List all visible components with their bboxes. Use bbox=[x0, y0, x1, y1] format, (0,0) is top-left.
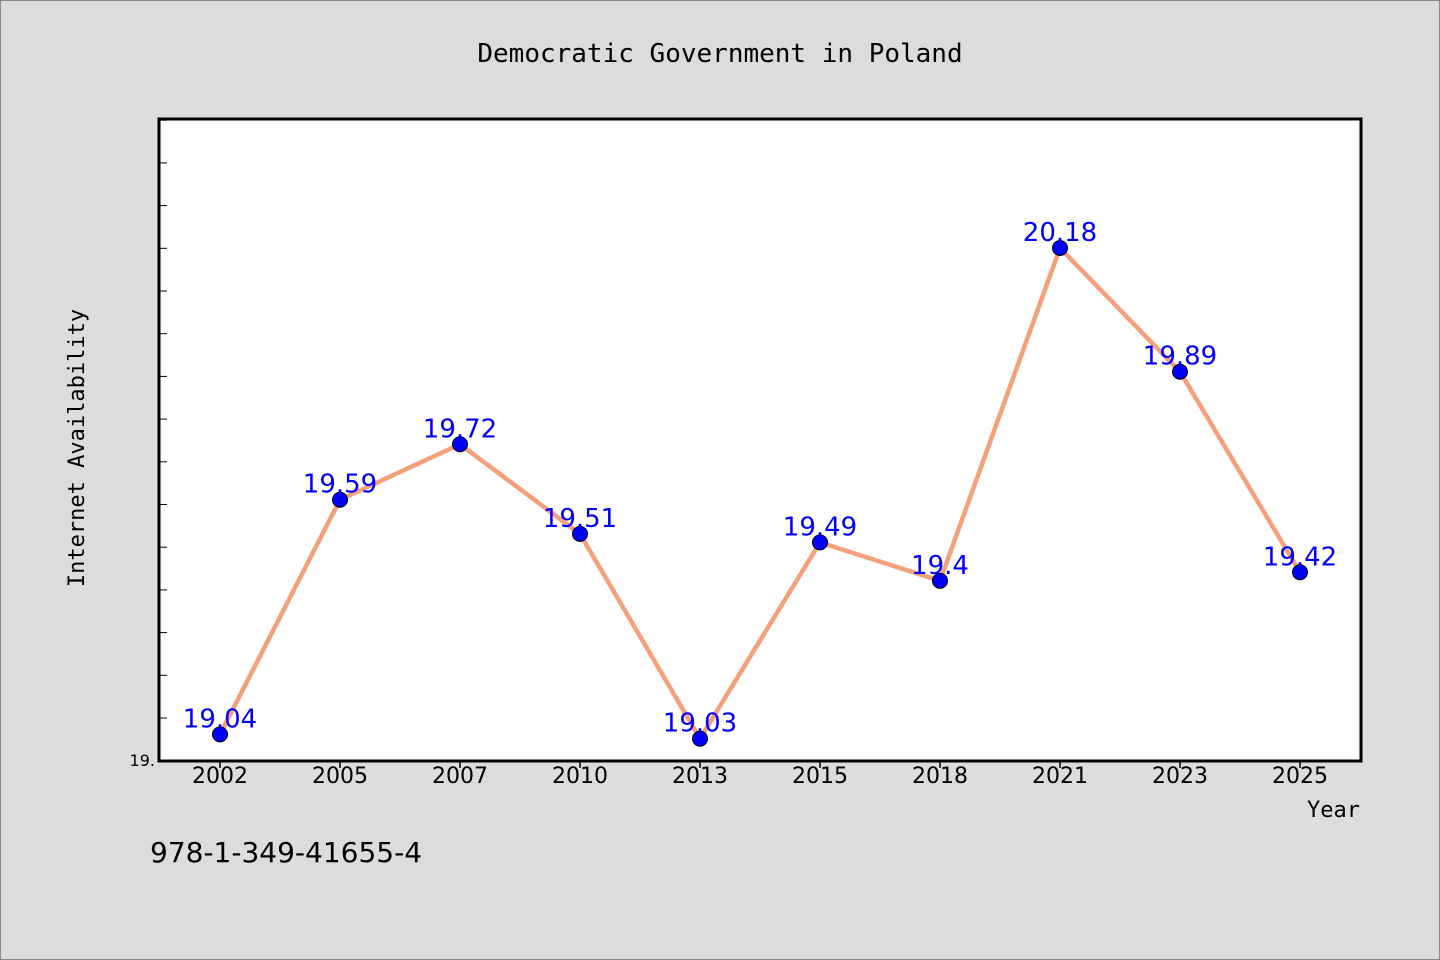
x-tick-label: 2010 bbox=[552, 764, 608, 789]
x-tick-label: 2007 bbox=[432, 764, 488, 789]
data-point bbox=[932, 572, 948, 589]
data-point bbox=[812, 534, 828, 551]
chart-title: Democratic Government in Poland bbox=[477, 39, 962, 69]
data-value-label: 19.49 bbox=[783, 512, 857, 542]
data-labels: 19.04 19.59 19.72 19.51 19.03 19.49 19.4 20.18 1… bbox=[183, 218, 1337, 739]
data-value-label: 19.51 bbox=[543, 504, 617, 534]
series-line bbox=[217, 245, 1302, 741]
data-point bbox=[332, 491, 348, 508]
data-point bbox=[692, 730, 708, 747]
x-tick-label: 2023 bbox=[1152, 764, 1208, 789]
series-markers bbox=[212, 240, 1308, 747]
y-tick-label: 19. bbox=[130, 751, 155, 770]
y-axis-ticks bbox=[160, 119, 167, 719]
y-axis-label: Internet Availability bbox=[65, 309, 90, 587]
x-tick-label: 2018 bbox=[912, 764, 968, 789]
data-value-label: 19.72 bbox=[423, 414, 497, 444]
x-tick-label: 2025 bbox=[1272, 764, 1328, 789]
data-value-label: 19.59 bbox=[303, 470, 377, 500]
isbn-annotation: 978-1-349-41655-4 bbox=[150, 836, 422, 869]
x-tick-label: 2021 bbox=[1032, 764, 1088, 789]
x-tick-label: 2005 bbox=[312, 764, 368, 789]
data-value-label: 19.4 bbox=[911, 551, 969, 581]
x-tick-label: 2002 bbox=[192, 764, 248, 789]
data-point bbox=[452, 436, 468, 453]
data-point bbox=[1052, 240, 1068, 256]
data-point bbox=[1292, 564, 1308, 581]
data-point bbox=[1172, 363, 1188, 380]
data-point bbox=[212, 726, 228, 743]
data-value-label: 19.03 bbox=[663, 709, 737, 739]
data-value-label: 19.04 bbox=[183, 704, 257, 734]
data-value-label: 19.89 bbox=[1143, 342, 1217, 372]
x-axis-ticks: 2002 2005 2007 2010 2013 2015 2018 2021 2023 2025 bbox=[192, 760, 1328, 789]
data-point bbox=[572, 525, 588, 542]
x-tick-label: 2015 bbox=[792, 764, 848, 789]
data-value-label: 19.42 bbox=[1263, 542, 1337, 572]
x-axis-label: Year bbox=[1307, 798, 1360, 823]
x-tick-label: 2013 bbox=[672, 764, 728, 789]
plot-area bbox=[157, 117, 1363, 763]
data-value-label: 20.18 bbox=[1023, 218, 1097, 248]
